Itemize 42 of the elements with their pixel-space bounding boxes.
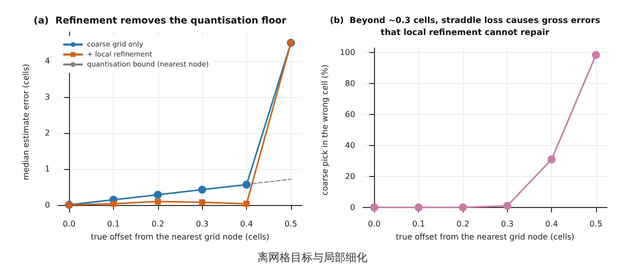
y-tick-label: 100 xyxy=(340,48,356,58)
point xyxy=(110,200,116,207)
x-tick-label: 0.0 xyxy=(368,220,381,228)
x-tick-label: 0.1 xyxy=(412,220,425,228)
x-tick-label: 0.5 xyxy=(590,220,602,228)
y-tick-label: 3 xyxy=(44,92,50,102)
y-tick-label: 4 xyxy=(44,56,50,66)
text: 离网格目标与局部细化 xyxy=(256,250,368,266)
x-tick-label: 0.4 xyxy=(545,220,558,228)
point xyxy=(414,203,423,212)
point xyxy=(242,180,251,189)
y-tick-label: 0 xyxy=(44,200,50,210)
point xyxy=(458,203,467,212)
point xyxy=(592,50,600,59)
y-tick-label: 0 xyxy=(350,202,356,212)
x-axis-title: true offset from the nearest grid node (cells) xyxy=(396,232,574,242)
point xyxy=(199,199,206,206)
x-tick-label: 0.4 xyxy=(240,220,253,228)
y-tick-label: 80 xyxy=(344,79,356,88)
x-tick-label: 0.1 xyxy=(107,220,120,228)
y-tick-label: 60 xyxy=(344,110,356,120)
y-tick-label: 2 xyxy=(44,128,50,138)
x-tick-label: 0.2 xyxy=(151,220,164,228)
x-axis-title: true offset from the nearest grid node (cells) xyxy=(90,232,270,242)
point xyxy=(548,155,556,164)
chart-title: (b) Beyond ~0.3 cells, straddle loss causes gross errors that local refinement cannot repair xyxy=(330,16,600,38)
x-tick-label: 0.0 xyxy=(62,220,76,228)
y-axis-title: coarse pick in the wrong cell (%) xyxy=(320,64,330,196)
x-tick-label: 0.5 xyxy=(284,220,298,228)
point xyxy=(154,198,161,205)
x-tick-label: 0.2 xyxy=(456,220,470,228)
point xyxy=(244,200,250,207)
chart-title: (a) Refinement removes the quantisation floor xyxy=(34,16,287,26)
point xyxy=(198,186,206,194)
point xyxy=(154,190,162,199)
x-tick-label: 0.3 xyxy=(196,220,209,228)
point xyxy=(503,202,512,210)
y-tick-label: 40 xyxy=(344,140,356,150)
y-axis-title: median estimate error (cells) xyxy=(22,64,30,180)
y-tick-label: 1 xyxy=(44,164,50,174)
x-tick-label: 0.3 xyxy=(500,220,514,228)
y-tick-label: 20 xyxy=(344,172,356,181)
